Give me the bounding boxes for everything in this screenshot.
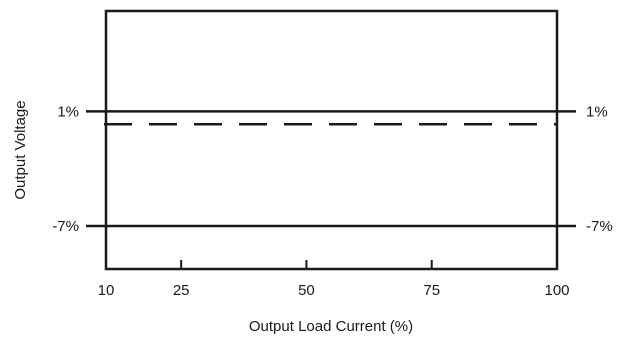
x-tick-label: 75 [423,282,440,299]
y-axis-title: Output Voltage [12,100,29,199]
x-tick-label: 100 [544,282,569,299]
plot-frame [104,9,559,271]
y-tick-label-left: -7% [52,218,79,235]
y-tick-label-left: 1% [57,103,79,120]
x-tick-label: 50 [298,282,315,299]
x-axis-title: Output Load Current (%) [249,318,413,335]
x-tick-label: 25 [173,282,190,299]
plot-area: 10 25 50 75 100 1% 1% -7% -7% [52,9,613,299]
x-tick-label: 10 [98,282,115,299]
y-tick-label-right: 1% [586,103,608,120]
y-tick-label-right: -7% [586,218,613,235]
